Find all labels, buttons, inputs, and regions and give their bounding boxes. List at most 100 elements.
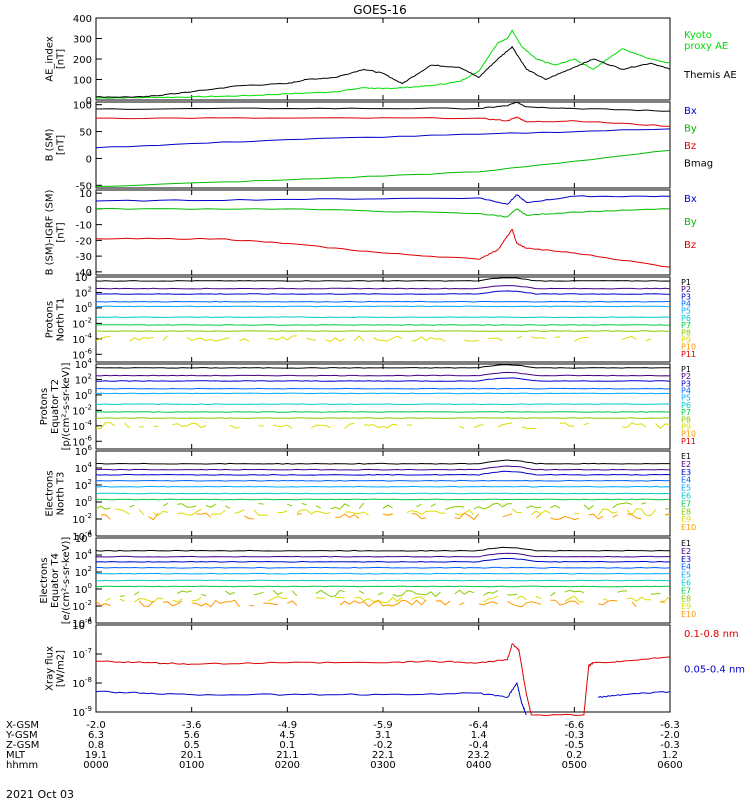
channel-trace: [95, 572, 671, 575]
channel-trace: [95, 470, 671, 476]
panel-3: 10 0 -10 -20 -30 -40 B (SM)-IGRF (SM) [nT] Bx By B…: [45, 189, 697, 279]
legend-entry: Themis AE: [683, 70, 737, 81]
y-tick-exponent: -6: [85, 434, 93, 442]
y-axis-title: Protons: [45, 301, 56, 338]
channel-trace: [95, 277, 671, 282]
y-tick-label: 100: [73, 76, 92, 87]
ephemeris-row-label: MLT: [6, 750, 26, 761]
y-tick-label: 400: [73, 14, 92, 25]
ephemeris-value: -6.3: [660, 720, 680, 731]
y-axis-title: B (SM): [45, 128, 56, 161]
ephemeris-row-label: Z-GSM: [6, 740, 39, 751]
channel-label: P1: [681, 278, 691, 287]
channel-label: P4: [681, 300, 691, 309]
channel-trace: [95, 422, 671, 430]
y-tick-exponent: -4: [85, 529, 93, 537]
y-tick-label: 10-7: [72, 647, 92, 661]
y-tick-exponent: 2: [88, 565, 92, 573]
ephemeris-value: 0000: [83, 760, 108, 771]
y-axis-title: [e/(cm²-s-sr-keV)]: [61, 537, 72, 625]
channel-trace: [95, 316, 671, 319]
ephemeris-value: 0400: [466, 760, 491, 771]
y-tick-label: 10-6: [72, 618, 92, 632]
channel-label: E9: [681, 515, 691, 524]
y-tick-label: 0: [86, 154, 92, 165]
y-axis-title: AE_index: [45, 36, 56, 82]
y-tick-label: 102: [75, 565, 92, 579]
ephemeris-value: 0.5: [184, 740, 200, 751]
ephemeris-value: 3.1: [375, 730, 391, 741]
ephemeris-value: -0.3: [660, 740, 680, 751]
channel-label: P3: [681, 292, 691, 301]
legend-entry: By: [684, 217, 697, 228]
y-axis-title: Xray flux: [45, 646, 56, 691]
y-axis-title: Electrons: [39, 557, 50, 603]
y-tick-exponent: 4: [88, 461, 93, 469]
channel-trace: [95, 599, 666, 608]
y-tick-exponent: 6: [88, 444, 93, 452]
channel-trace: [96, 336, 660, 342]
y-tick-exponent: -4: [85, 332, 93, 340]
channel-label: P5: [681, 307, 691, 316]
channel-label: E7: [681, 586, 691, 595]
ephemeris-value: 0.1: [279, 740, 295, 751]
y-tick-label: 102: [75, 478, 92, 492]
y-tick-exponent: -2: [85, 599, 92, 607]
y-tick-label: 10-2: [72, 512, 92, 526]
legend-entry: Bx: [684, 194, 697, 205]
y-tick-label: 100: [75, 582, 92, 596]
channel-label: E9: [681, 602, 691, 611]
ephemeris-value: -0.2: [373, 740, 393, 751]
ephemeris-value: 6.3: [88, 730, 104, 741]
panel-8: 10-6 10-7 10-8 10-9 Xray flux [W/m2] 0.1-0.8 n…: [45, 618, 746, 719]
y-tick-exponent: -2: [85, 403, 92, 411]
channel-trace: [95, 492, 671, 495]
series-line: [95, 28, 671, 99]
y-axis-title: Electrons: [45, 470, 56, 516]
channel-label: E5: [681, 571, 691, 580]
y-tick-label: 50: [79, 128, 92, 139]
y-tick-label: 0: [86, 96, 92, 107]
series-line: [95, 194, 671, 205]
ephemeris-row-label: Y-GSM: [5, 730, 38, 741]
channel-label: E1: [681, 452, 691, 461]
channel-trace: [95, 465, 670, 471]
y-tick-exponent: 0: [88, 495, 92, 503]
legend-entry: proxy AE: [684, 41, 728, 52]
y-tick-label: -30: [76, 252, 92, 263]
channel-trace: [95, 552, 670, 558]
date-label: 2021 Oct 03: [6, 788, 74, 800]
ephemeris-value: 1.2: [662, 750, 678, 761]
series-line: [95, 128, 671, 149]
ephemeris-value: -0.4: [469, 740, 489, 751]
panel-2: 100 50 0 -50 B (SM) [nT] Bx By Bz Bmag: [45, 101, 714, 193]
y-tick-label: 102: [75, 285, 92, 299]
channel-label: P10: [681, 343, 696, 352]
channel-trace: [96, 566, 671, 569]
channel-label: P9: [681, 335, 691, 344]
ephemeris-value: 0300: [370, 760, 395, 771]
series-line: [95, 228, 671, 268]
y-tick-label: -20: [76, 236, 92, 247]
y-tick-exponent: -2: [85, 512, 92, 520]
channel-label: P2: [681, 372, 691, 381]
y-tick-exponent: -8: [85, 676, 92, 684]
y-tick-label: 104: [75, 548, 93, 562]
y-tick-exponent: 2: [88, 285, 92, 293]
ephemeris-value: -6.6: [565, 720, 585, 731]
channel-label: P3: [681, 379, 691, 388]
panel-frame: [95, 276, 671, 363]
ephemeris-value: -0.3: [565, 730, 585, 741]
channel-label: P5: [681, 394, 691, 403]
legend-entry: Kyoto: [684, 30, 712, 41]
channel-trace: [105, 595, 671, 604]
channel-label: P1: [681, 365, 691, 374]
channel-trace: [96, 411, 671, 413]
y-tick-exponent: 0: [88, 301, 92, 309]
ephemeris-value: 4.5: [279, 730, 295, 741]
y-tick-label: 10-2: [72, 599, 92, 613]
ephemeris-row-label: hhmm: [6, 760, 38, 771]
